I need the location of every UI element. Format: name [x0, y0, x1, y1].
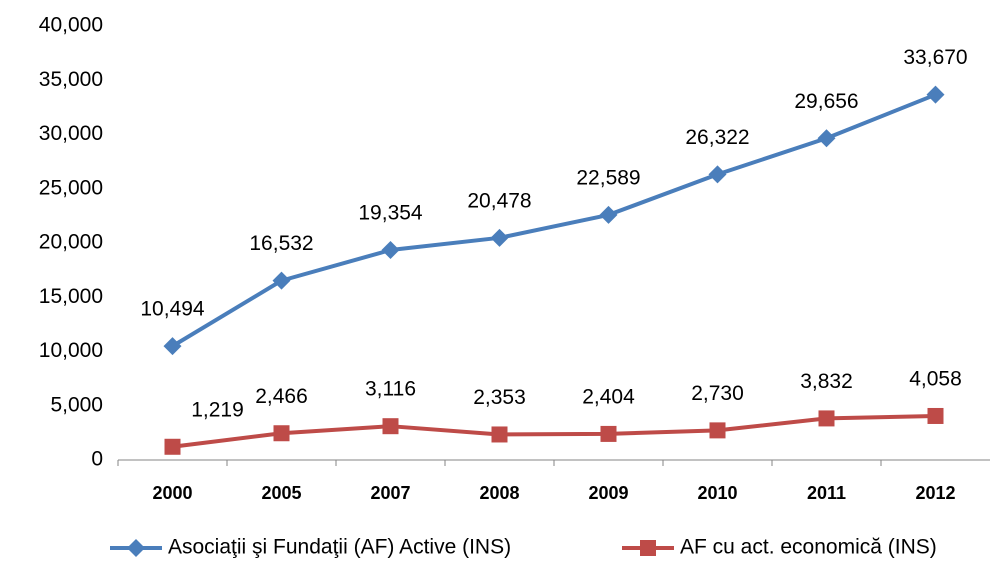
x-tick-label: 2007: [370, 483, 410, 503]
x-tick-label: 2010: [697, 483, 737, 503]
legend-label: AF cu act. economică (INS): [680, 536, 937, 559]
data-point: [817, 129, 836, 148]
data-label: 20,478: [467, 189, 531, 212]
data-label: 4,058: [909, 368, 962, 391]
data-point: [164, 438, 181, 455]
y-tick-label: 10,000: [39, 339, 103, 362]
data-label: 33,670: [903, 46, 967, 69]
data-point: [381, 241, 400, 260]
data-label: 2,730: [691, 382, 744, 405]
data-point: [709, 422, 726, 439]
data-point: [926, 85, 945, 104]
data-point: [599, 205, 618, 224]
y-tick-label: 35,000: [39, 68, 103, 91]
data-point: [163, 337, 182, 356]
data-label: 29,656: [794, 90, 858, 113]
x-tick-label: 2011: [807, 483, 846, 503]
x-tick-label: 2008: [479, 483, 519, 503]
data-point: [490, 228, 509, 247]
legend-marker: [640, 540, 656, 556]
legend-marker: [127, 539, 145, 557]
series-line: [171, 92, 937, 348]
y-tick-label: 20,000: [39, 231, 103, 254]
data-point: [708, 165, 727, 184]
data-label: 1,219: [191, 398, 244, 421]
data-label: 10,494: [140, 298, 205, 321]
data-label: 3,116: [365, 378, 416, 401]
data-label: 2,466: [255, 385, 308, 408]
data-label: 16,532: [249, 232, 313, 255]
data-label: 3,832: [800, 370, 853, 393]
data-label: 26,322: [685, 126, 749, 149]
y-tick-label: 25,000: [39, 176, 103, 199]
y-tick-label: 5,000: [50, 393, 103, 416]
data-point: [927, 407, 944, 424]
data-label: 2,353: [473, 386, 526, 409]
x-tick-label: 2005: [261, 483, 301, 503]
y-tick-label: 15,000: [39, 285, 103, 308]
data-point: [272, 271, 291, 290]
x-tick-label: 2012: [915, 483, 955, 503]
data-point: [491, 426, 508, 443]
data-label: 2,404: [582, 385, 635, 408]
y-tick-label: 40,000: [39, 14, 103, 37]
data-point: [382, 418, 399, 435]
data-point: [600, 425, 617, 442]
data-label: 19,354: [358, 202, 423, 225]
data-label: 22,589: [576, 166, 640, 189]
data-point: [818, 410, 835, 427]
series-line: [172, 413, 936, 449]
legend-label: Asociaţii şi Fundaţii (AF) Active (INS): [168, 536, 511, 559]
data-point: [273, 425, 290, 442]
x-tick-label: 2009: [588, 483, 628, 503]
x-tick-label: 2000: [152, 483, 192, 503]
y-tick-label: 0: [91, 448, 103, 471]
y-tick-label: 30,000: [39, 122, 103, 145]
